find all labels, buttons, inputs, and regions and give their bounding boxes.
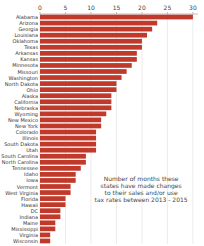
tick-label: 25 <box>164 4 172 11</box>
tick-label: 0 <box>38 4 42 11</box>
bar <box>40 33 147 38</box>
bar <box>40 160 86 165</box>
bar <box>40 172 76 177</box>
bar <box>40 239 50 244</box>
bar <box>40 142 96 147</box>
bar <box>40 105 111 110</box>
bar <box>40 39 142 44</box>
bar <box>40 69 127 74</box>
tick-label: 20 <box>138 4 146 11</box>
bars <box>40 15 193 244</box>
annotation: Number of months thesestates have made c… <box>95 175 188 203</box>
bar <box>40 99 111 104</box>
bar <box>40 124 101 129</box>
bar <box>40 15 193 20</box>
tick-label: 15 <box>113 4 121 11</box>
bar <box>40 51 137 56</box>
bar <box>40 190 71 195</box>
bar <box>40 184 71 189</box>
bar <box>40 93 111 98</box>
bar <box>40 136 96 141</box>
bar <box>40 112 106 117</box>
chart: 0 5 10 15 20 25 30 AlabamaArizonaGeorgiaLouisia… <box>0 0 204 246</box>
bar <box>40 75 122 80</box>
bar <box>40 63 132 68</box>
bar <box>40 81 116 86</box>
grid <box>40 14 193 244</box>
bar <box>40 178 76 183</box>
bar <box>40 118 101 123</box>
bar <box>40 21 157 26</box>
tick-label: 30 <box>189 4 197 11</box>
bar <box>40 148 96 153</box>
bar <box>40 87 116 92</box>
grid-line <box>192 14 193 244</box>
bar <box>40 130 96 135</box>
axis-line <box>40 14 198 15</box>
bar <box>40 233 50 238</box>
y-axis: AlabamaArizonaGeorgiaLouisianaOklahomaTe… <box>1 14 38 244</box>
bar <box>40 196 65 201</box>
bar <box>40 154 86 159</box>
x-axis: 0 5 10 15 20 25 30 <box>38 4 198 14</box>
category-label: Wisconsin <box>13 238 38 244</box>
grid-line <box>167 14 168 244</box>
bar <box>40 220 55 225</box>
tick-label: 10 <box>87 4 95 11</box>
bar <box>40 208 60 213</box>
bar <box>40 166 81 171</box>
bar <box>40 214 60 219</box>
bar <box>40 27 152 32</box>
bar <box>40 227 55 232</box>
bar <box>40 57 137 62</box>
tick-label: 5 <box>64 4 68 11</box>
bar <box>40 45 142 50</box>
bar <box>40 202 65 207</box>
